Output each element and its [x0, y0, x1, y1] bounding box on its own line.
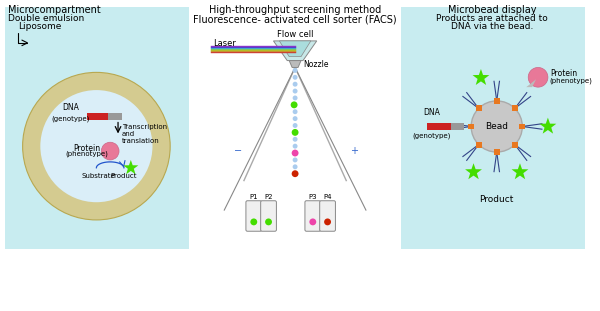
- Circle shape: [292, 150, 299, 156]
- Bar: [451, 123, 464, 130]
- Text: Microbead display: Microbead display: [448, 6, 536, 16]
- Circle shape: [293, 123, 298, 128]
- Circle shape: [265, 218, 272, 225]
- Text: (genotype): (genotype): [52, 116, 90, 122]
- Circle shape: [101, 142, 119, 160]
- FancyBboxPatch shape: [246, 201, 262, 231]
- Polygon shape: [539, 118, 556, 134]
- Text: Product: Product: [110, 173, 137, 179]
- Text: (phenotype): (phenotype): [65, 151, 108, 157]
- Text: P3: P3: [308, 194, 317, 200]
- Circle shape: [293, 116, 298, 121]
- Bar: [520, 123, 525, 129]
- Text: Product: Product: [479, 195, 514, 204]
- Polygon shape: [526, 79, 536, 87]
- Bar: [494, 149, 500, 155]
- Polygon shape: [465, 163, 482, 179]
- Text: Bead: Bead: [485, 122, 508, 131]
- Circle shape: [471, 101, 523, 152]
- Polygon shape: [124, 160, 139, 174]
- Text: Microcompartment: Microcompartment: [8, 6, 101, 16]
- Bar: [512, 142, 518, 147]
- Text: DNA: DNA: [424, 108, 440, 117]
- Circle shape: [293, 157, 298, 162]
- Bar: [86, 113, 108, 120]
- Bar: [401, 7, 585, 249]
- Circle shape: [528, 67, 548, 87]
- Circle shape: [293, 89, 298, 94]
- Circle shape: [290, 101, 298, 108]
- Text: Laser: Laser: [214, 39, 236, 48]
- Bar: [427, 123, 451, 130]
- Text: −: −: [234, 146, 242, 156]
- Circle shape: [293, 137, 298, 142]
- Text: (phenotype): (phenotype): [550, 78, 593, 85]
- Text: Nozzle: Nozzle: [303, 60, 328, 69]
- Circle shape: [40, 90, 152, 202]
- Bar: [108, 113, 122, 120]
- Text: Products are attached to: Products are attached to: [436, 14, 548, 23]
- Bar: [476, 105, 482, 111]
- Text: DNA: DNA: [62, 103, 79, 112]
- Text: Liposome: Liposome: [18, 22, 61, 31]
- Polygon shape: [280, 41, 311, 57]
- Text: (genotype): (genotype): [413, 132, 451, 139]
- Text: Protein: Protein: [550, 69, 577, 78]
- Bar: [5, 7, 189, 249]
- Bar: [494, 98, 500, 104]
- Circle shape: [23, 72, 170, 220]
- Circle shape: [293, 68, 298, 73]
- Text: +: +: [350, 146, 358, 156]
- Polygon shape: [473, 69, 490, 85]
- Circle shape: [310, 218, 316, 225]
- Circle shape: [250, 218, 257, 225]
- Text: Substrate: Substrate: [82, 173, 115, 179]
- Polygon shape: [512, 163, 529, 179]
- Text: P2: P2: [264, 194, 273, 200]
- Circle shape: [324, 218, 331, 225]
- Text: Fluorescence- activated cell sorter (FACS): Fluorescence- activated cell sorter (FAC…: [193, 14, 397, 24]
- Polygon shape: [274, 41, 317, 61]
- Bar: [512, 105, 518, 111]
- Circle shape: [293, 144, 298, 149]
- Circle shape: [293, 75, 298, 80]
- Text: P1: P1: [250, 194, 258, 200]
- FancyBboxPatch shape: [305, 201, 320, 231]
- Text: P4: P4: [323, 194, 332, 200]
- Text: Protein: Protein: [73, 144, 100, 153]
- Bar: [476, 142, 482, 147]
- FancyBboxPatch shape: [320, 201, 335, 231]
- Text: Flow cell: Flow cell: [277, 30, 313, 39]
- Circle shape: [293, 109, 298, 114]
- Bar: [468, 123, 474, 129]
- Polygon shape: [289, 61, 301, 67]
- Circle shape: [293, 82, 298, 87]
- Circle shape: [292, 170, 299, 177]
- Text: DNA via the bead.: DNA via the bead.: [451, 22, 533, 31]
- Text: Double emulsion: Double emulsion: [8, 14, 84, 23]
- Text: Transcription
and
translation: Transcription and translation: [122, 123, 167, 144]
- Circle shape: [292, 129, 299, 136]
- Circle shape: [293, 164, 298, 169]
- FancyBboxPatch shape: [260, 201, 277, 231]
- Text: High-throughput screening method: High-throughput screening method: [209, 6, 381, 16]
- Circle shape: [293, 95, 298, 100]
